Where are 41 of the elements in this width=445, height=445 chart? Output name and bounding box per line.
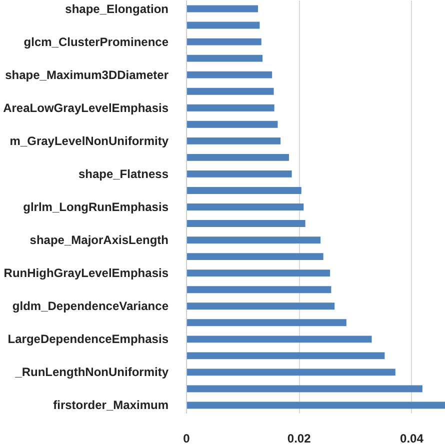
bar	[186, 236, 321, 244]
bar	[186, 187, 302, 194]
y-tick-label: shape_MajorAxisLength	[30, 233, 169, 248]
bar	[186, 385, 422, 392]
y-tick-label: shape_Elongation	[65, 2, 169, 16]
y-tick-label: AreaLowGrayLevelEmphasis	[3, 100, 169, 115]
bar	[186, 319, 346, 326]
bar	[186, 54, 263, 62]
y-tick-label: gldm_DependenceVariance	[12, 299, 169, 314]
bar	[186, 38, 262, 46]
y-tick-label: glcm_ClusterProminence	[24, 34, 169, 49]
bar	[186, 170, 292, 178]
bar	[186, 402, 445, 409]
bar	[186, 204, 304, 210]
y-tick-label: LargeDependenceEmphasis	[8, 332, 169, 346]
y-tick-label: firstorder_Maximum	[53, 398, 169, 412]
bar	[186, 5, 258, 12]
y-tick-label: RunHighGrayLevelEmphasis	[4, 266, 169, 280]
bar	[186, 253, 324, 260]
bar	[186, 220, 306, 227]
bar	[186, 137, 281, 144]
y-tick-label: shape_Maximum3DDiameter	[5, 68, 169, 82]
bar	[186, 71, 272, 78]
bar	[186, 120, 278, 128]
bar	[186, 368, 396, 376]
bar	[186, 336, 372, 343]
bar	[186, 270, 330, 277]
bar	[186, 352, 385, 360]
y-tick-label: m_GrayLevelNonUniformity	[10, 134, 169, 148]
bar	[186, 22, 260, 29]
bar	[186, 286, 332, 294]
x-tick-label: 0.04	[400, 432, 424, 445]
x-tick-label: 0	[183, 432, 190, 445]
x-tick-label: 0.02	[287, 432, 312, 445]
bar	[186, 88, 274, 95]
bar	[186, 104, 274, 112]
bar	[186, 302, 335, 310]
y-tick-label: _RunLengthNonUniformity	[14, 365, 169, 380]
y-tick-label: glrlm_LongRunEmphasis	[23, 200, 169, 214]
bar	[186, 154, 289, 161]
y-tick-label: shape_Flatness	[78, 166, 169, 181]
